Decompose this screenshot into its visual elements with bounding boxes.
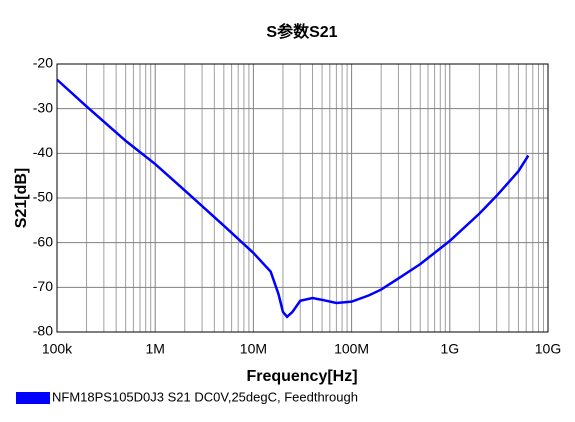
y-tick-label: -20 bbox=[33, 55, 53, 71]
legend-label: NFM18PS105D0J3 S21 DC0V,25degC, Feedthro… bbox=[52, 389, 358, 404]
y-tick-label: -60 bbox=[33, 233, 53, 249]
y-tick-label: -70 bbox=[33, 278, 53, 294]
y-tick-label: -30 bbox=[33, 99, 53, 115]
y-axis-label: S21[dB] bbox=[13, 168, 30, 228]
x-tick-label: 100k bbox=[42, 341, 73, 357]
x-tick-label: 10M bbox=[240, 341, 267, 357]
x-tick-label: 10G bbox=[535, 341, 561, 357]
legend-swatch bbox=[16, 392, 50, 404]
y-tick-label: -50 bbox=[33, 189, 53, 205]
plot-frame bbox=[56, 63, 549, 333]
y-tick-label: -40 bbox=[33, 144, 53, 160]
x-tick-label: 100M bbox=[334, 341, 369, 357]
x-tick-label: 1G bbox=[440, 341, 459, 357]
series-line bbox=[56, 78, 530, 319]
chart-title: S参数S21 bbox=[266, 22, 337, 41]
x-tick-label: 1M bbox=[145, 341, 164, 357]
y-tick-label: -80 bbox=[33, 323, 53, 339]
x-axis-label: Frequency[Hz] bbox=[246, 368, 357, 385]
